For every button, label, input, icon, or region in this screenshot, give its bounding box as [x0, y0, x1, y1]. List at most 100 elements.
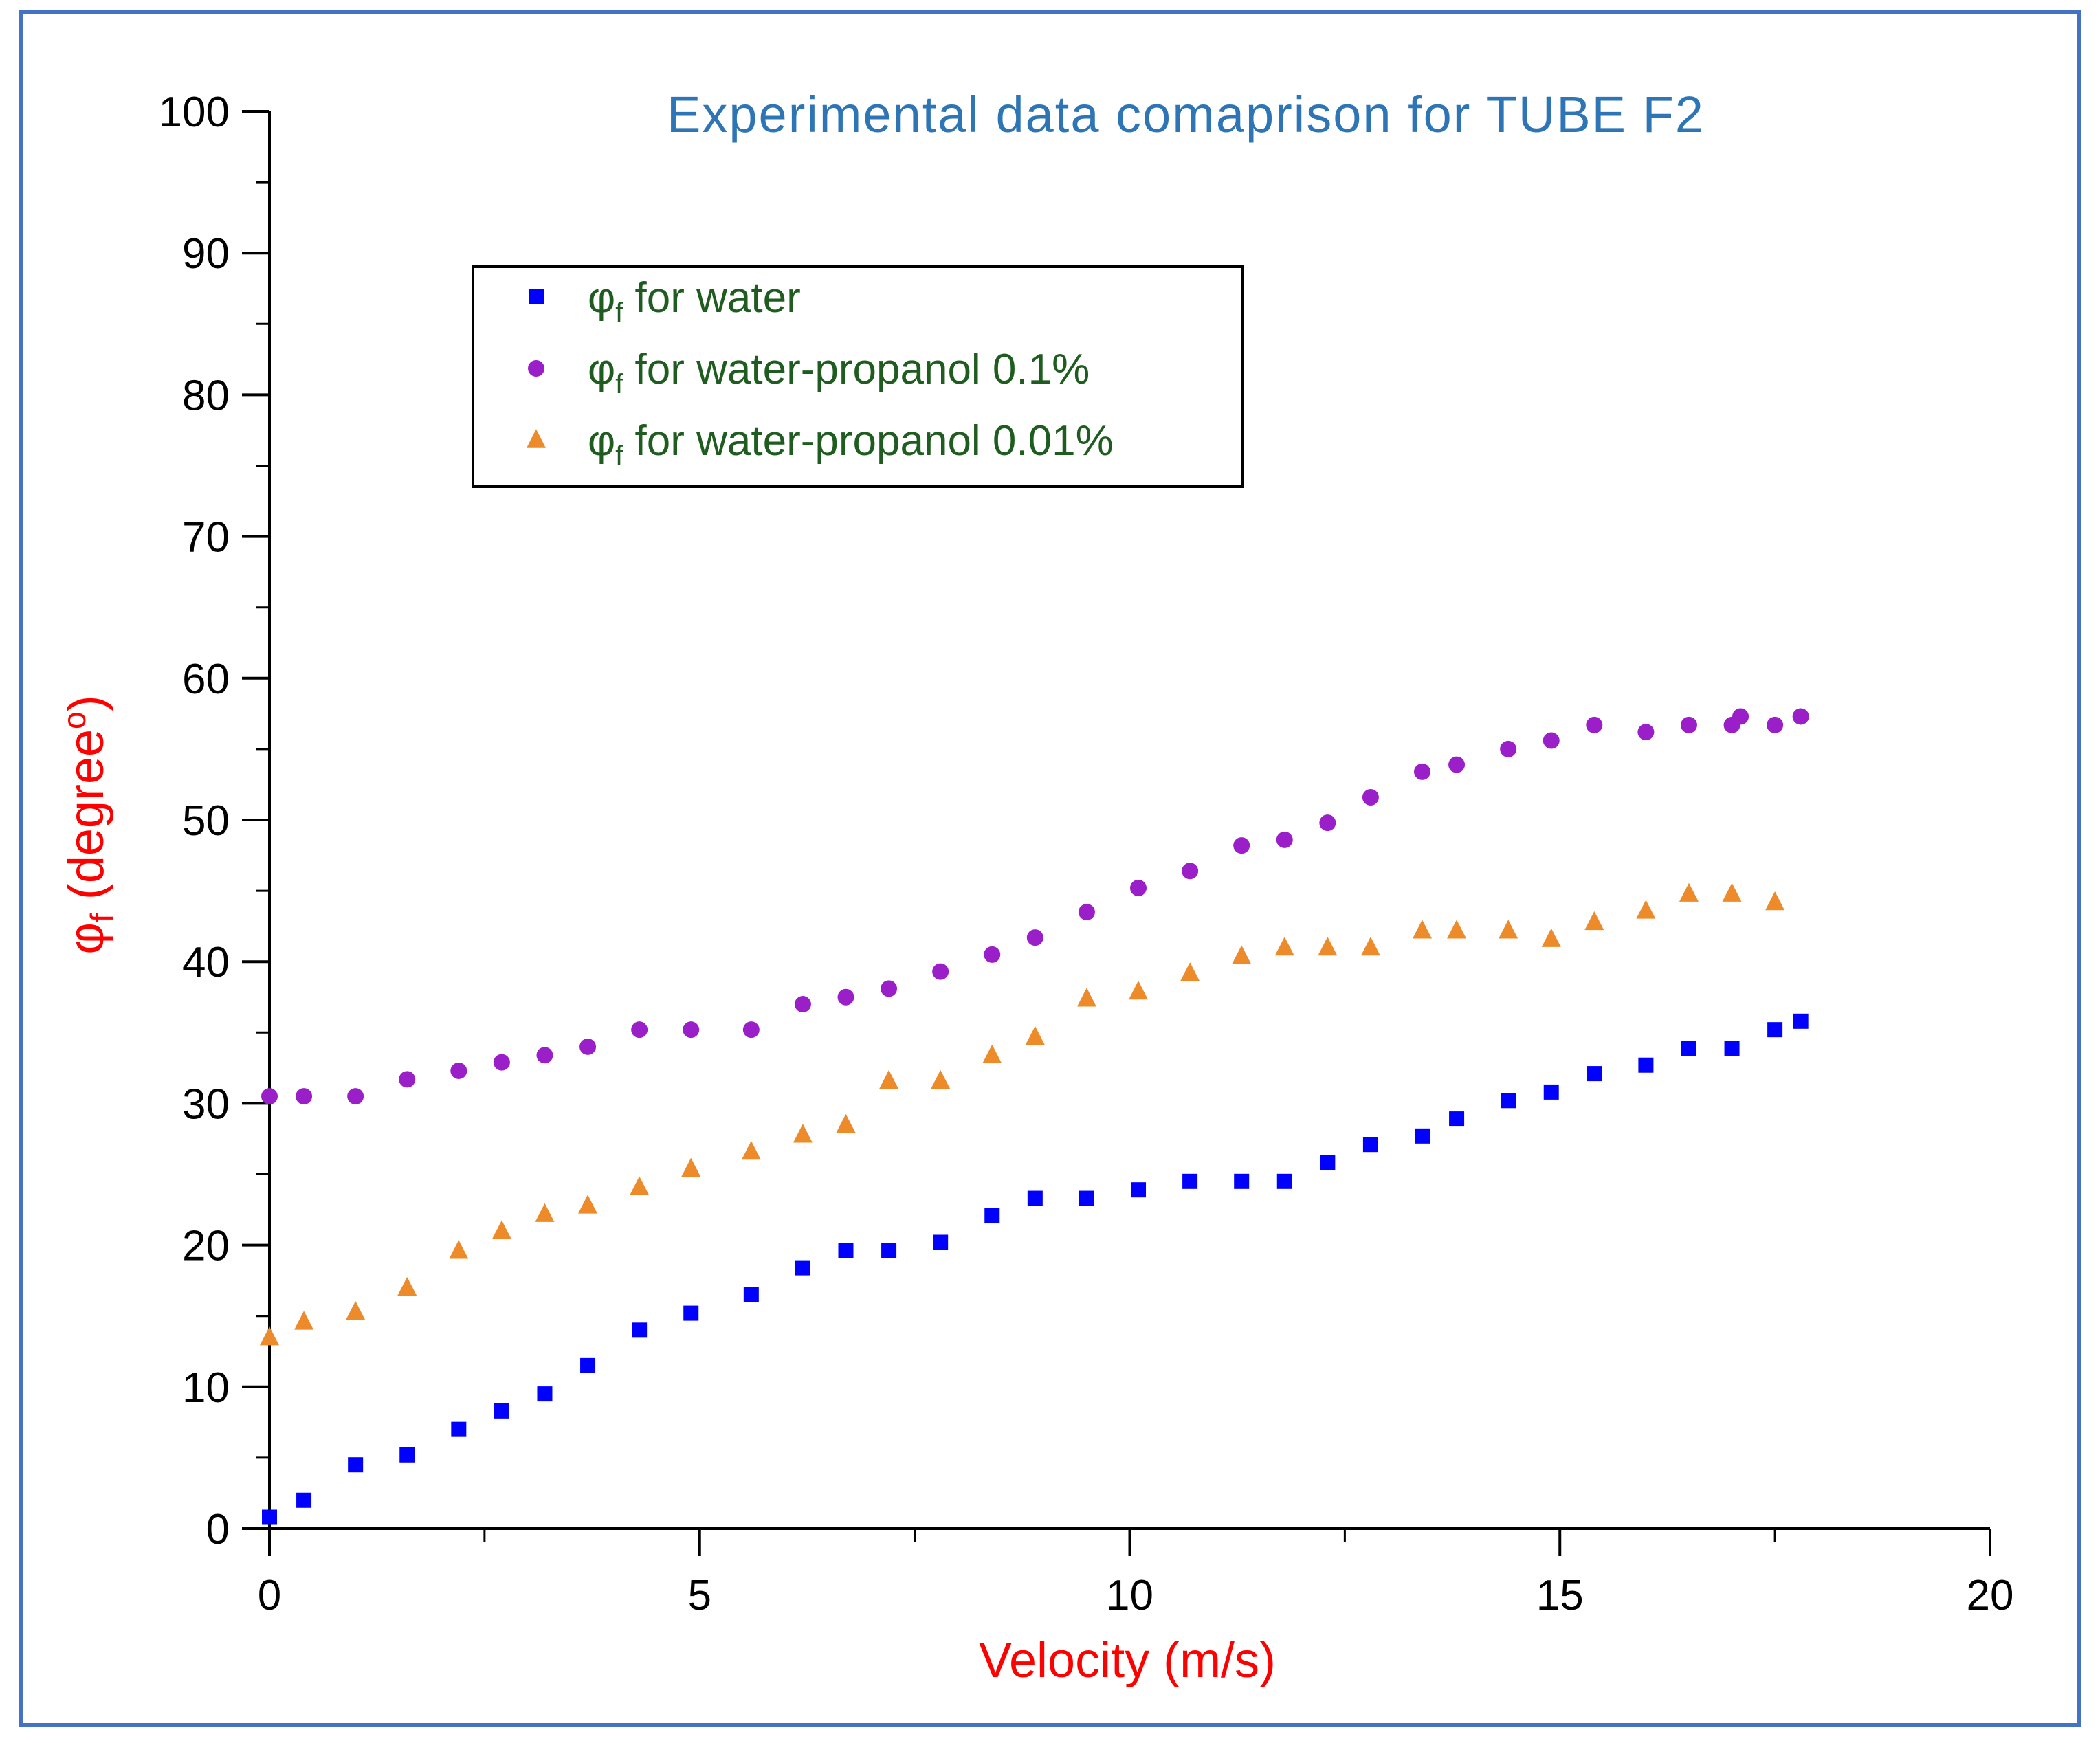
circle-point [1078, 904, 1095, 921]
square-point [296, 1492, 312, 1508]
square-point [1724, 1040, 1740, 1056]
y-tick-label: 70 [182, 514, 230, 562]
triangle-point [879, 1069, 899, 1089]
legend-symbol: φ [588, 346, 615, 393]
legend-subscript: f [615, 369, 623, 399]
legend-marker-square [529, 289, 544, 304]
y-tick-label: 40 [182, 939, 230, 986]
square-point [1415, 1128, 1430, 1144]
legend-symbol: φ [588, 274, 615, 322]
square-point [399, 1447, 415, 1463]
triangle-point [630, 1176, 650, 1195]
square-point [683, 1305, 699, 1321]
triangle-point [1636, 900, 1656, 919]
triangle-point [681, 1157, 701, 1177]
square-point [795, 1260, 810, 1276]
triangle-point [1722, 882, 1742, 902]
triangle-point [1447, 920, 1467, 939]
square-point [933, 1234, 949, 1250]
circle-point [579, 1038, 597, 1055]
x-tick-label: 10 [1106, 1572, 1153, 1619]
y-axis-title-subscript: f [84, 913, 120, 922]
square-point [1638, 1057, 1654, 1073]
square-point [348, 1457, 364, 1473]
triangle-point [1679, 882, 1699, 902]
chart-title: Experimental data comaprison for TUBE F2 [667, 86, 1705, 143]
x-tick-label: 20 [1967, 1572, 2014, 1619]
square-point [580, 1357, 596, 1373]
circle-point [1637, 724, 1655, 741]
square-point [743, 1287, 759, 1302]
circle-point [1732, 708, 1749, 725]
square-point [1320, 1155, 1336, 1171]
triangle-point [1076, 988, 1096, 1007]
circle-point [450, 1062, 467, 1079]
circle-point [881, 980, 898, 997]
triangle-point [294, 1311, 314, 1330]
triangle-point [1360, 936, 1380, 956]
y-tick-label: 80 [182, 372, 230, 419]
circle-point [1448, 756, 1466, 773]
series-circle [261, 708, 1809, 1105]
y-tick-label: 60 [182, 656, 230, 703]
y-tick-label: 100 [159, 89, 230, 136]
triangle-point [397, 1276, 417, 1296]
circle-point [347, 1088, 364, 1105]
circle-point [1414, 763, 1431, 780]
triangle-point [1584, 911, 1604, 931]
y-tick-label: 30 [182, 1080, 230, 1128]
y-axis-title-superscript: o [56, 711, 92, 729]
circle-point [1130, 879, 1147, 896]
square-point [262, 1509, 277, 1525]
series-square [262, 1013, 1809, 1525]
triangle-point [578, 1195, 598, 1214]
triangle-point [741, 1140, 761, 1160]
circle-point [1680, 716, 1697, 733]
square-point [1027, 1190, 1043, 1206]
circle-point [536, 1047, 553, 1064]
legend-marker-triangle [527, 429, 546, 448]
legend-box [472, 265, 1244, 488]
x-axis-ticks: 0 5 10 15 20 [258, 1529, 2014, 1619]
circle-point [984, 946, 1001, 963]
y-axis-title-rest: (degree [59, 729, 114, 913]
circle-point [1026, 929, 1043, 946]
triangle-point [535, 1203, 555, 1222]
square-point [1182, 1173, 1198, 1189]
triangle-point [346, 1300, 366, 1320]
circle-point [794, 996, 811, 1013]
square-point [881, 1243, 897, 1258]
triangle-point [982, 1044, 1002, 1063]
y-tick-label: 50 [182, 797, 230, 845]
square-point [537, 1386, 553, 1402]
legend-symbol: φ [588, 417, 615, 465]
triangle-point [1129, 980, 1149, 1000]
triangle-point [1180, 962, 1200, 981]
triangle-point [836, 1113, 856, 1133]
square-point [451, 1421, 467, 1437]
square-point [1079, 1190, 1094, 1206]
square-point [1276, 1173, 1292, 1189]
triangle-point [1274, 936, 1294, 956]
triangle-point [1765, 891, 1785, 911]
triangle-point [449, 1240, 469, 1259]
circle-point [1543, 732, 1560, 749]
square-point [1234, 1173, 1250, 1189]
y-tick-label: 0 [206, 1506, 230, 1553]
legend-text-rest: for water-propanol 0.01% [623, 417, 1113, 465]
triangle-point [1499, 920, 1518, 939]
circle-point [631, 1021, 648, 1039]
triangle-point [1232, 945, 1252, 964]
y-axis-ticks: 0 10 20 30 40 50 60 70 80 90 100 [159, 89, 269, 1553]
triangle-point [491, 1220, 511, 1239]
circle-point [742, 1021, 760, 1039]
legend-subscript: f [615, 298, 623, 328]
circle-point [1276, 831, 1293, 848]
x-tick-label: 0 [258, 1572, 281, 1619]
circle-point [493, 1054, 510, 1071]
triangle-point [1413, 920, 1433, 939]
legend-label: φf for water [588, 274, 801, 328]
circle-point [1792, 708, 1809, 725]
square-point [1362, 1137, 1378, 1153]
square-point [1793, 1013, 1809, 1029]
